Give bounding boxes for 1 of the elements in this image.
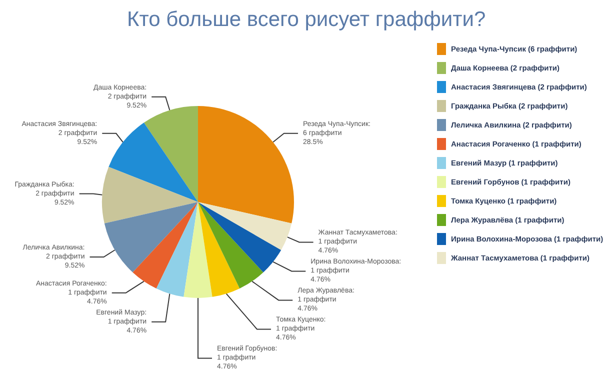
chart-title: Кто больше всего рисует граффити? xyxy=(127,8,486,31)
